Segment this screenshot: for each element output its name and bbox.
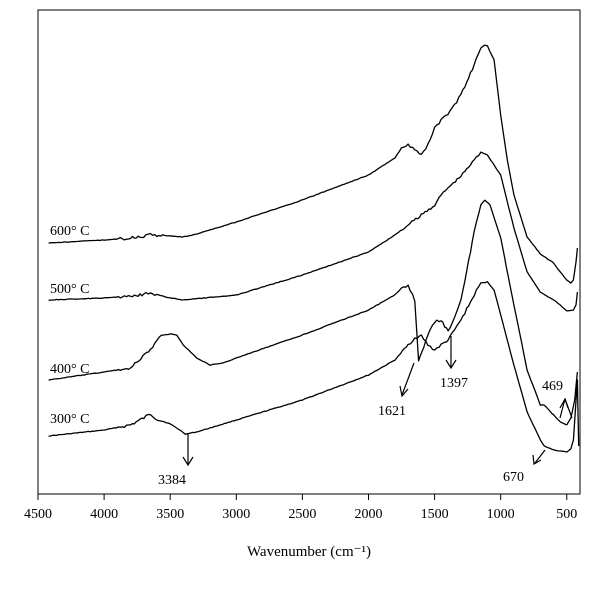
x-tick-label-3000: 3000 — [222, 507, 250, 522]
x-axis-ticks: 4500 4000 3500 3000 2500 2000 1500 1000 500 — [24, 494, 577, 522]
x-axis-title: Wavenumber (cm⁻¹) — [247, 544, 371, 560]
annotation-3384: 3384 — [158, 473, 186, 488]
arrow-670-head — [532, 454, 542, 465]
arrow-469-head-a — [559, 397, 569, 409]
x-tick-label-2500: 2500 — [288, 507, 316, 522]
annotation-469: 469 — [542, 379, 563, 394]
arrow-670 — [534, 449, 546, 464]
arrow-1621-head — [399, 385, 409, 398]
arrow-469-a — [559, 398, 566, 419]
x-tick-label-4500: 4500 — [24, 507, 52, 522]
series-label-400: 400° C — [50, 362, 89, 377]
series-line-300 — [48, 281, 580, 453]
series-label-300: 300° C — [50, 412, 89, 427]
annotation-arrows — [182, 336, 573, 467]
series-line-400 — [48, 199, 579, 426]
arrow-1621 — [401, 362, 415, 396]
annotation-670: 670 — [503, 470, 524, 485]
series-layer — [48, 44, 580, 453]
series-line-600 — [48, 44, 579, 284]
plot-frame — [37, 9, 581, 495]
x-tick-label-3500: 3500 — [156, 507, 184, 522]
series-line-500 — [48, 151, 579, 312]
x-tick-label-500: 500 — [556, 507, 577, 522]
arrow-1397-head — [445, 359, 457, 370]
annotation-1621: 1621 — [378, 404, 406, 419]
x-tick-label-1500: 1500 — [421, 507, 449, 522]
x-tick-label-1000: 1000 — [487, 507, 515, 522]
x-tick-label-4000: 4000 — [90, 507, 118, 522]
arrow-3384-head — [182, 456, 194, 467]
series-label-600: 600° C — [50, 224, 89, 239]
x-tick-label-2000: 2000 — [354, 507, 382, 522]
series-label-500: 500° C — [50, 282, 89, 297]
annotation-1397: 1397 — [440, 376, 468, 391]
